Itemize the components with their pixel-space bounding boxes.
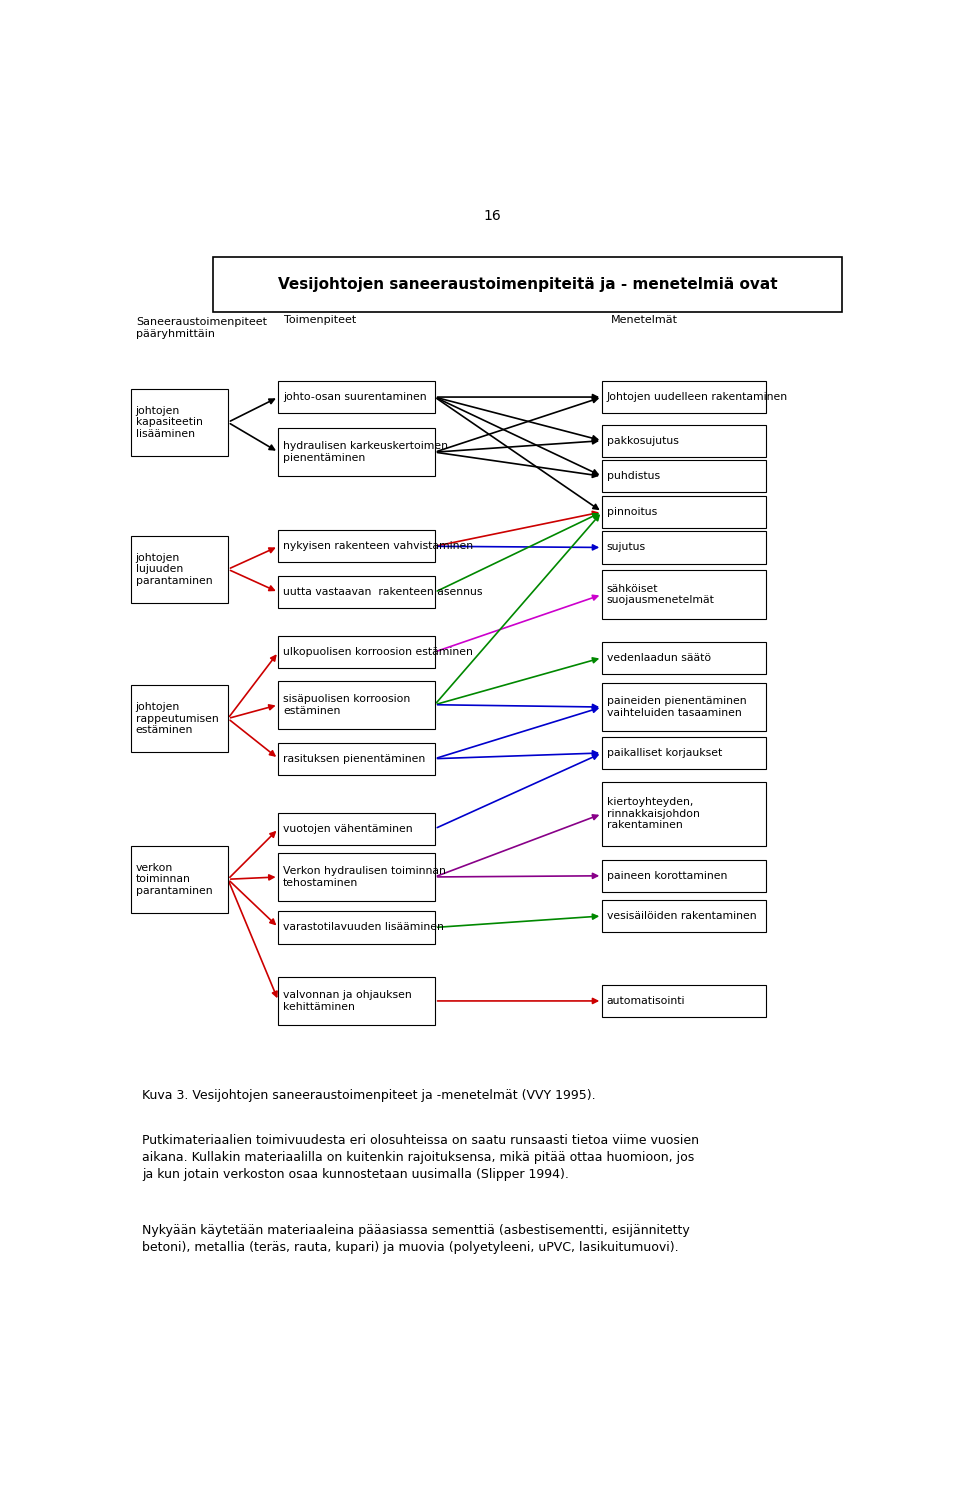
FancyBboxPatch shape bbox=[602, 737, 766, 769]
Text: Vesijohtojen saneeraustoimenpiteitä ja - menetelmiä ovat: Vesijohtojen saneeraustoimenpiteitä ja -… bbox=[277, 277, 778, 292]
Text: vedenlaadun säätö: vedenlaadun säätö bbox=[607, 653, 710, 662]
FancyBboxPatch shape bbox=[602, 641, 766, 674]
Text: johto-osan suurentaminen: johto-osan suurentaminen bbox=[283, 392, 426, 403]
Text: automatisointi: automatisointi bbox=[607, 996, 685, 1006]
Text: Toimenpiteet: Toimenpiteet bbox=[284, 315, 356, 325]
Text: sisäpuolisen korroosion
estäminen: sisäpuolisen korroosion estäminen bbox=[283, 693, 410, 716]
FancyBboxPatch shape bbox=[602, 986, 766, 1017]
Text: puhdistus: puhdistus bbox=[607, 471, 660, 482]
FancyBboxPatch shape bbox=[602, 683, 766, 731]
FancyBboxPatch shape bbox=[213, 256, 842, 312]
FancyBboxPatch shape bbox=[278, 382, 435, 413]
Text: Nykyään käytetään materiaaleina pääasiassa sementtiä (asbestisementti, esijännit: Nykyään käytetään materiaaleina pääasias… bbox=[142, 1224, 690, 1254]
FancyBboxPatch shape bbox=[278, 428, 435, 476]
Text: Menetelmät: Menetelmät bbox=[611, 315, 678, 325]
FancyBboxPatch shape bbox=[278, 853, 435, 901]
Text: pinnoitus: pinnoitus bbox=[607, 507, 657, 517]
FancyBboxPatch shape bbox=[602, 781, 766, 845]
Text: Putkimateriaalien toimivuudesta eri olosuhteissa on saatu runsaasti tietoa viime: Putkimateriaalien toimivuudesta eri olos… bbox=[142, 1135, 699, 1181]
FancyBboxPatch shape bbox=[132, 535, 228, 602]
FancyBboxPatch shape bbox=[278, 576, 435, 608]
FancyBboxPatch shape bbox=[278, 635, 435, 668]
Text: verkon
toiminnan
parantaminen: verkon toiminnan parantaminen bbox=[135, 863, 212, 896]
Text: johtojen
rappeutumisen
estäminen: johtojen rappeutumisen estäminen bbox=[135, 702, 218, 735]
Text: Johtojen uudelleen rakentaminen: Johtojen uudelleen rakentaminen bbox=[607, 392, 788, 403]
Text: 16: 16 bbox=[483, 209, 501, 222]
FancyBboxPatch shape bbox=[278, 531, 435, 562]
Text: vuotojen vähentäminen: vuotojen vähentäminen bbox=[283, 823, 413, 833]
Text: Kuva 3. Vesijohtojen saneeraustoimenpiteet ja -menetelmät (VVY 1995).: Kuva 3. Vesijohtojen saneeraustoimenpite… bbox=[142, 1090, 596, 1102]
Text: sähköiset
suojausmenetelmät: sähköiset suojausmenetelmät bbox=[607, 583, 714, 605]
FancyBboxPatch shape bbox=[602, 425, 766, 456]
Text: vesisäilöiden rakentaminen: vesisäilöiden rakentaminen bbox=[607, 911, 756, 921]
FancyBboxPatch shape bbox=[602, 497, 766, 528]
FancyBboxPatch shape bbox=[132, 845, 228, 912]
Text: Verkon hydraulisen toiminnan
tehostaminen: Verkon hydraulisen toiminnan tehostamine… bbox=[283, 866, 445, 887]
Text: nykyisen rakenteen vahvistaminen: nykyisen rakenteen vahvistaminen bbox=[283, 541, 473, 552]
FancyBboxPatch shape bbox=[278, 911, 435, 944]
FancyBboxPatch shape bbox=[602, 531, 766, 564]
FancyBboxPatch shape bbox=[602, 461, 766, 492]
Text: paikalliset korjaukset: paikalliset korjaukset bbox=[607, 748, 722, 757]
FancyBboxPatch shape bbox=[278, 813, 435, 845]
Text: johtojen
kapasiteetin
lisääminen: johtojen kapasiteetin lisääminen bbox=[135, 406, 203, 438]
Text: johtojen
lujuuden
parantaminen: johtojen lujuuden parantaminen bbox=[135, 553, 212, 586]
Text: varastotilavuuden lisääminen: varastotilavuuden lisääminen bbox=[283, 923, 444, 932]
FancyBboxPatch shape bbox=[278, 743, 435, 775]
FancyBboxPatch shape bbox=[602, 382, 766, 413]
Text: paineiden pienentäminen
vaihteluiden tasaaminen: paineiden pienentäminen vaihteluiden tas… bbox=[607, 696, 746, 717]
Text: pakkosujutus: pakkosujutus bbox=[607, 435, 679, 446]
Text: sujutus: sujutus bbox=[607, 543, 646, 553]
FancyBboxPatch shape bbox=[602, 860, 766, 892]
Text: valvonnan ja ohjauksen
kehittäminen: valvonnan ja ohjauksen kehittäminen bbox=[283, 990, 412, 1012]
Text: uutta vastaavan  rakenteen asennus: uutta vastaavan rakenteen asennus bbox=[283, 587, 483, 598]
Text: paineen korottaminen: paineen korottaminen bbox=[607, 871, 727, 881]
FancyBboxPatch shape bbox=[602, 901, 766, 932]
FancyBboxPatch shape bbox=[132, 389, 228, 456]
FancyBboxPatch shape bbox=[132, 686, 228, 751]
Text: rasituksen pienentäminen: rasituksen pienentäminen bbox=[283, 753, 425, 763]
Text: hydraulisen karkeuskertoimen
pienentäminen: hydraulisen karkeuskertoimen pienentämin… bbox=[283, 441, 448, 464]
Text: Saneeraustoimenpiteet
pääryhmittäin: Saneeraustoimenpiteet pääryhmittäin bbox=[136, 318, 268, 338]
FancyBboxPatch shape bbox=[602, 571, 766, 619]
FancyBboxPatch shape bbox=[278, 977, 435, 1024]
FancyBboxPatch shape bbox=[278, 680, 435, 729]
Text: ulkopuolisen korroosion estäminen: ulkopuolisen korroosion estäminen bbox=[283, 647, 473, 658]
Text: kiertoyhteyden,
rinnakkaisjohdon
rakentaminen: kiertoyhteyden, rinnakkaisjohdon rakenta… bbox=[607, 798, 700, 830]
